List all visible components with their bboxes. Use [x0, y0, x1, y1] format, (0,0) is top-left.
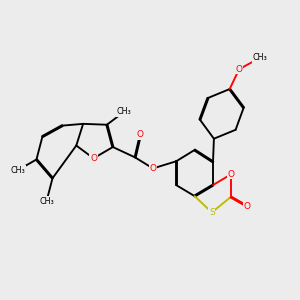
Text: O: O — [90, 154, 97, 163]
Text: CH₃: CH₃ — [11, 166, 25, 175]
Text: O: O — [137, 130, 144, 139]
Text: O: O — [149, 164, 157, 173]
Text: O: O — [227, 170, 234, 179]
Text: S: S — [209, 208, 215, 217]
Text: CH₃: CH₃ — [116, 107, 131, 116]
Text: O: O — [244, 202, 251, 211]
Text: CH₃: CH₃ — [39, 196, 54, 206]
Text: O: O — [236, 65, 243, 74]
Text: CH₃: CH₃ — [253, 53, 267, 62]
